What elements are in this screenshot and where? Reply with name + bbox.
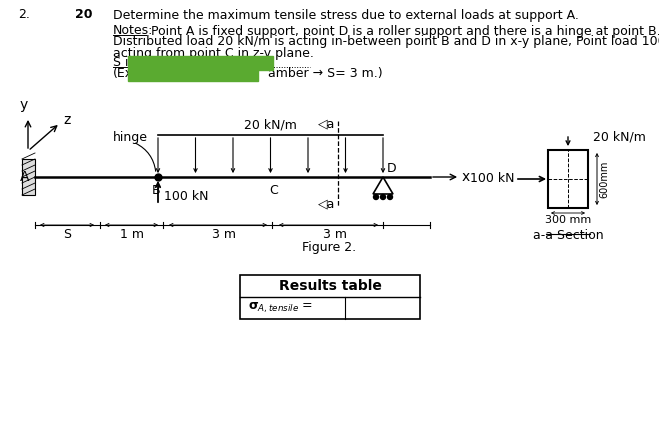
Text: S is th: S is th: [113, 57, 152, 69]
Text: ◁a: ◁a: [318, 117, 335, 130]
Text: (Ex: (Ex: [113, 68, 133, 81]
Text: z: z: [63, 113, 71, 127]
Text: B: B: [152, 185, 160, 198]
Text: D: D: [387, 162, 397, 174]
Bar: [128, 69, 258, 81]
Text: 1 m: 1 m: [119, 228, 144, 242]
Text: Point A is fixed support, point D is a roller support and there is a hinge at po: Point A is fixed support, point D is a r…: [147, 24, 659, 37]
Text: 100 kN: 100 kN: [469, 173, 514, 186]
Text: Determine the maximum tensile stress due to external loads at support A.: Determine the maximum tensile stress due…: [113, 8, 579, 21]
Text: A: A: [20, 170, 29, 184]
Text: C: C: [270, 183, 278, 197]
Text: 20 kN/m: 20 kN/m: [593, 130, 646, 143]
Text: 2.: 2.: [18, 8, 30, 21]
Text: 600mm: 600mm: [599, 160, 609, 198]
Text: Notes:: Notes:: [113, 24, 154, 37]
Text: acting from point C in z-y plane.: acting from point C in z-y plane.: [113, 46, 314, 60]
Text: hinge: hinge: [113, 130, 148, 143]
Text: 20 kN/m: 20 kN/m: [244, 118, 297, 132]
Text: amber → S= 3 m.): amber → S= 3 m.): [268, 68, 383, 81]
Text: Distributed load 20 kN/m is acting in-between point B and D in x-y plane, Point : Distributed load 20 kN/m is acting in-be…: [113, 36, 659, 49]
Text: ◁a: ◁a: [318, 198, 335, 210]
Text: 300 mm: 300 mm: [545, 215, 591, 225]
Text: y: y: [20, 98, 28, 112]
Text: $\mathbf{\sigma}_{A,tensile}$ =: $\mathbf{\sigma}_{A,tensile}$ =: [248, 301, 313, 315]
Text: 100 kN: 100 kN: [164, 190, 208, 203]
Text: 3 m: 3 m: [323, 228, 347, 242]
Circle shape: [374, 194, 378, 199]
Text: 20: 20: [75, 8, 92, 21]
Text: Results table: Results table: [279, 279, 382, 293]
Bar: [22, 159, 35, 195]
Text: a-a Section: a-a Section: [532, 229, 603, 242]
Polygon shape: [373, 177, 393, 194]
Text: Figure 2.: Figure 2.: [302, 240, 356, 254]
Bar: [240, 275, 420, 319]
Circle shape: [387, 194, 393, 199]
Text: x: x: [462, 170, 471, 184]
Bar: [128, 56, 273, 70]
Text: S: S: [63, 228, 71, 242]
Circle shape: [380, 194, 386, 199]
Bar: [548, 150, 588, 208]
Text: 3 m: 3 m: [212, 228, 236, 242]
